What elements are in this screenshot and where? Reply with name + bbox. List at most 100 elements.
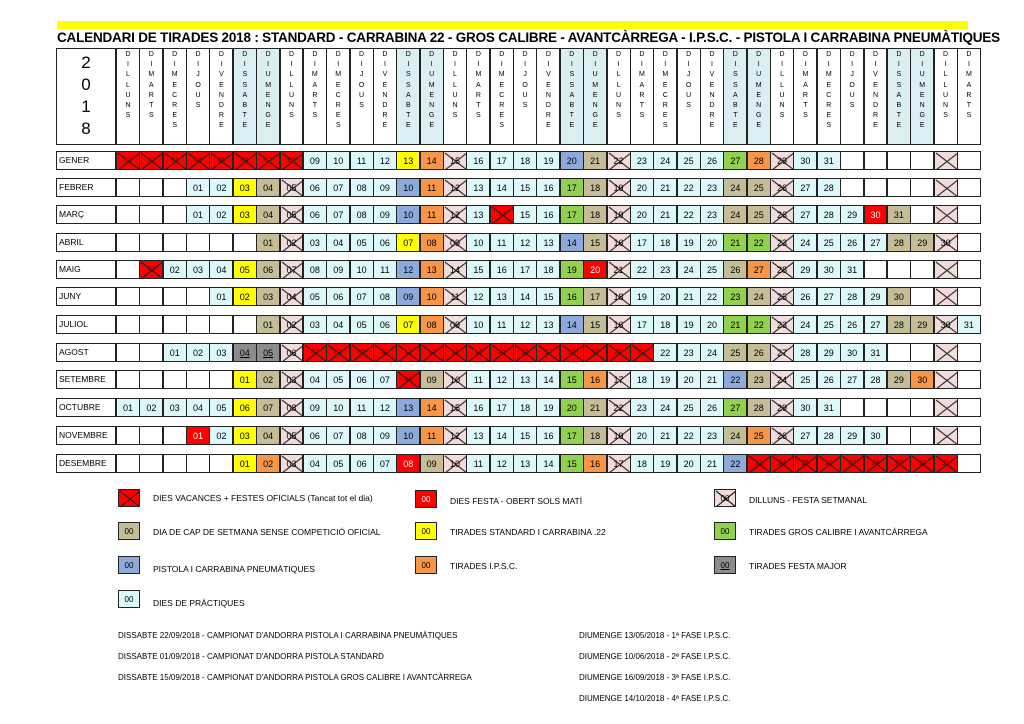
day-number: 11 xyxy=(473,458,484,469)
day-cell-dil: 04 xyxy=(279,287,304,306)
day-number: 27 xyxy=(870,237,881,248)
title-highlight-bar xyxy=(57,21,968,29)
day-cell-prac: 20 xyxy=(676,454,701,473)
championship-note: DISSABTE 15/09/2018 - CAMPIONAT D'ANDORR… xyxy=(118,673,472,682)
day-number: 21 xyxy=(660,430,671,441)
day-number: 11 xyxy=(356,155,367,166)
day-number: 19 xyxy=(566,264,577,275)
day-cell-tan: 25 xyxy=(746,178,771,197)
day-cell-prac: 16 xyxy=(536,178,561,197)
day-number: 28 xyxy=(753,402,764,413)
day-cell-prac: 22 xyxy=(629,260,654,279)
day-number: 23 xyxy=(706,209,717,220)
day-number: 27 xyxy=(800,430,811,441)
day-number: 07 xyxy=(286,264,297,275)
day-cell-prac: 23 xyxy=(653,260,678,279)
day-cell-tan: 09 xyxy=(419,370,444,389)
day-number: 11 xyxy=(426,182,437,193)
day-cell-dil xyxy=(933,205,958,224)
day-cell-prac: 09 xyxy=(302,398,327,417)
day-number: 05 xyxy=(239,264,250,275)
day-cell-tan: 03 xyxy=(256,287,281,306)
legend-code: 00 xyxy=(720,560,730,570)
day-number: 26 xyxy=(706,155,717,166)
day-number: 28 xyxy=(800,347,811,358)
day-cell-prac: 13 xyxy=(466,205,491,224)
day-cell-blank xyxy=(840,151,865,170)
day-number: 19 xyxy=(613,209,624,220)
day-number: 15 xyxy=(590,319,601,330)
day-cell-prac: 11 xyxy=(349,151,374,170)
day-number: 20 xyxy=(566,155,577,166)
day-number: 31 xyxy=(847,264,858,275)
day-cell-prac: 07 xyxy=(326,178,351,197)
day-cell-ipsc: 14 xyxy=(419,151,444,170)
day-number: 21 xyxy=(637,349,646,356)
day-cell-prac: 06 xyxy=(372,233,397,252)
day-cell-mati: 20 xyxy=(583,260,608,279)
day-number: 17 xyxy=(496,155,507,166)
day-cell-tan: 29 xyxy=(910,233,935,252)
day-cell-prac: 31 xyxy=(956,315,981,334)
day-number: 30 xyxy=(918,460,927,467)
day-cell-std: 06 xyxy=(232,398,257,417)
day-cell-std: 02 xyxy=(232,287,257,306)
day-number: 31 xyxy=(870,347,881,358)
day-number: 18 xyxy=(590,182,601,193)
day-number: 22 xyxy=(613,402,624,413)
legend-swatch-std: 00 xyxy=(415,522,437,540)
ipsc-phase-note: DIUMENGE 14/10/2018 - 4ª FASE I.P.S.C. xyxy=(579,694,731,703)
day-cell-ipsc: 14 xyxy=(419,398,444,417)
day-number: 10 xyxy=(333,155,344,166)
day-number: 22 xyxy=(730,458,741,469)
day-cell-vac: 01 xyxy=(139,260,164,279)
day-cell-pist: 20 xyxy=(559,151,584,170)
day-number: 19 xyxy=(613,182,624,193)
day-cell-ipsc: 02 xyxy=(256,454,281,473)
day-cell-blank xyxy=(162,205,187,224)
day-cell-tan: 24 xyxy=(723,205,748,224)
legend-swatch-dil: 00 xyxy=(714,489,736,507)
day-cell-prac: 25 xyxy=(816,233,841,252)
day-number: 04 xyxy=(193,402,204,413)
day-cell-prac: 13 xyxy=(536,233,561,252)
day-cell-dil: 24 xyxy=(770,370,795,389)
day-cell-prac: 03 xyxy=(302,233,327,252)
day-number: 16 xyxy=(473,155,484,166)
day-number: 21 xyxy=(660,209,671,220)
day-cell-prac: 28 xyxy=(863,370,888,389)
month-label: NOVEMBRE xyxy=(56,426,116,445)
day-cell-prac: 28 xyxy=(816,426,841,445)
day-cell-prac: 16 xyxy=(536,205,561,224)
day-cell-tan: 23 xyxy=(746,370,771,389)
legend-swatch-ipsc: 00 xyxy=(415,556,437,574)
day-cell-blank xyxy=(863,178,888,197)
day-cell-blank xyxy=(116,343,140,362)
day-cell-prac: 15 xyxy=(513,426,538,445)
day-number: 16 xyxy=(473,402,484,413)
day-cell-dil: 26 xyxy=(770,178,795,197)
day-cell-prac: 01 xyxy=(186,178,211,197)
day-number: 12 xyxy=(496,458,507,469)
day-number: 30 xyxy=(940,319,951,330)
day-cell-tan: 21 xyxy=(583,398,608,417)
day-cell-blank xyxy=(186,315,211,334)
day-cell-prac: 01 xyxy=(116,398,140,417)
day-number: 19 xyxy=(660,374,671,385)
day-cell-ipsc: 25 xyxy=(746,426,771,445)
day-number: 08 xyxy=(286,402,297,413)
day-cell-vac: 23 xyxy=(746,454,771,473)
day-cell-prac: 30 xyxy=(840,343,865,362)
month-label: MAIG xyxy=(56,260,116,279)
day-number: 30 xyxy=(847,347,858,358)
day-number: 18 xyxy=(520,402,531,413)
day-cell-blank xyxy=(186,287,211,306)
day-number: 09 xyxy=(379,209,390,220)
day-number: 18 xyxy=(660,237,671,248)
day-number: 25 xyxy=(753,209,764,220)
day-number: 30 xyxy=(800,402,811,413)
day-number: 28 xyxy=(893,319,904,330)
day-cell-prac: 29 xyxy=(816,343,841,362)
day-number: 19 xyxy=(683,237,694,248)
day-number: 08 xyxy=(356,430,367,441)
